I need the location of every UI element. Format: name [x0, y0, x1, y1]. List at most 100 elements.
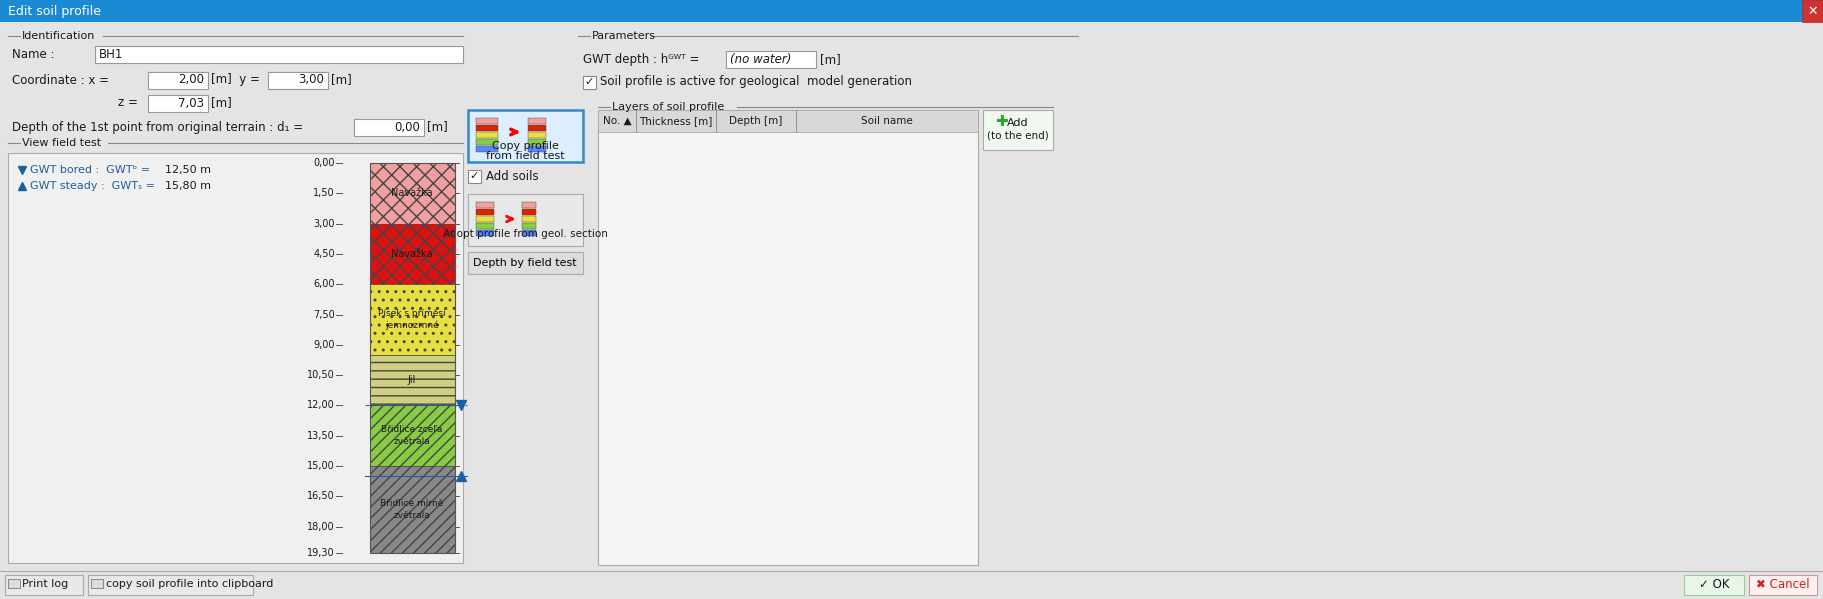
Bar: [583, 76, 596, 89]
Text: Písek s příměsí: Písek s příměsí: [377, 309, 445, 318]
Text: Print log: Print log: [22, 579, 67, 589]
Bar: [1683, 575, 1743, 595]
Bar: [521, 209, 536, 215]
Text: 16,50: 16,50: [306, 491, 335, 501]
Bar: [354, 119, 423, 136]
Bar: [469, 194, 583, 246]
Text: Coordinate : x =: Coordinate : x =: [13, 74, 109, 86]
Text: Břidlice zceľa: Břidlice zceľa: [381, 425, 443, 434]
Text: 0,00: 0,00: [314, 158, 335, 168]
Bar: [476, 223, 494, 229]
Bar: [476, 230, 494, 236]
Text: Thickness [m]: Thickness [m]: [640, 116, 713, 126]
Bar: [95, 46, 463, 63]
Text: No. ▲: No. ▲: [602, 116, 631, 126]
Text: 10,50: 10,50: [306, 370, 335, 380]
Text: ✓ OK: ✓ OK: [1697, 577, 1728, 591]
Bar: [476, 118, 498, 124]
Bar: [476, 216, 494, 222]
Text: [m]: [m]: [330, 74, 352, 86]
Bar: [521, 216, 536, 222]
Text: Soil name: Soil name: [860, 116, 912, 126]
Bar: [370, 223, 454, 285]
Text: 15,00: 15,00: [306, 461, 335, 471]
Bar: [91, 579, 102, 588]
Text: ✚: ✚: [995, 114, 1006, 129]
Text: 7,50: 7,50: [314, 310, 335, 319]
Text: Edit soil profile: Edit soil profile: [7, 5, 100, 17]
Text: Parameters: Parameters: [592, 31, 656, 41]
Text: Depth of the 1st point from original terrain : d₁ =: Depth of the 1st point from original ter…: [13, 120, 303, 134]
Bar: [268, 72, 328, 89]
Text: Name :: Name :: [13, 47, 55, 60]
Text: [m]: [m]: [820, 53, 840, 66]
Bar: [476, 132, 498, 138]
Bar: [983, 110, 1052, 150]
Bar: [476, 209, 494, 215]
Text: 3,00: 3,00: [297, 74, 324, 86]
Bar: [527, 132, 545, 138]
Bar: [527, 125, 545, 131]
Bar: [598, 110, 977, 132]
Bar: [88, 575, 253, 595]
Text: 4,50: 4,50: [314, 249, 335, 259]
Bar: [521, 202, 536, 208]
Bar: [469, 170, 481, 183]
Text: from field test: from field test: [485, 151, 563, 161]
Text: GWT bored :  GWTᵇ =: GWT bored : GWTᵇ =: [29, 165, 149, 175]
Text: [m]: [m]: [427, 120, 447, 134]
Bar: [370, 285, 454, 355]
Bar: [7, 579, 20, 588]
Bar: [148, 72, 208, 89]
Text: Soil profile is active for geological  model generation: Soil profile is active for geological mo…: [600, 75, 912, 89]
Text: 12,50 m: 12,50 m: [164, 165, 211, 175]
Text: (to the end): (to the end): [986, 131, 1048, 141]
Text: Add soils: Add soils: [485, 170, 538, 183]
Bar: [370, 163, 454, 553]
Bar: [0, 0, 1823, 22]
Bar: [1748, 575, 1816, 595]
Text: Depth by field test: Depth by field test: [472, 258, 576, 268]
Bar: [370, 406, 454, 466]
Text: Layers of soil profile: Layers of soil profile: [613, 102, 724, 112]
Bar: [370, 163, 454, 223]
Text: Copy profile: Copy profile: [490, 141, 558, 151]
Bar: [476, 146, 498, 152]
Text: 19,30: 19,30: [308, 548, 335, 558]
Text: Add: Add: [1006, 118, 1028, 128]
Bar: [476, 125, 498, 131]
Bar: [521, 230, 536, 236]
Bar: [7, 153, 463, 563]
Text: copy soil profile into clipboard: copy soil profile into clipboard: [106, 579, 273, 589]
Text: Navažka: Navažka: [390, 249, 432, 259]
Bar: [726, 51, 815, 68]
Bar: [148, 95, 208, 112]
Bar: [527, 118, 545, 124]
Bar: [370, 466, 454, 553]
Text: 0,00: 0,00: [394, 120, 419, 134]
Text: ✕: ✕: [1807, 5, 1818, 17]
Bar: [469, 252, 583, 274]
Bar: [0, 571, 1823, 599]
Text: View field test: View field test: [22, 138, 100, 148]
Text: 6,00: 6,00: [314, 279, 335, 289]
Bar: [5, 575, 84, 595]
Bar: [527, 139, 545, 145]
Text: jemnozrnné: jemnozrnné: [385, 321, 439, 331]
Text: 9,00: 9,00: [314, 340, 335, 350]
Text: Adopt profile from geol. section: Adopt profile from geol. section: [443, 229, 607, 239]
Text: 15,80 m: 15,80 m: [164, 181, 211, 191]
Text: GWT steady :  GWTₛ =: GWT steady : GWTₛ =: [29, 181, 155, 191]
Text: 18,00: 18,00: [308, 522, 335, 532]
Text: [m]  y =: [m] y =: [211, 74, 259, 86]
Text: 2,00: 2,00: [179, 74, 204, 86]
Text: (no water): (no water): [729, 53, 791, 65]
Bar: [521, 223, 536, 229]
Text: [m]: [m]: [211, 96, 232, 110]
Text: Jil: Jil: [408, 375, 416, 385]
Text: Identification: Identification: [22, 31, 95, 41]
Text: 1,50: 1,50: [314, 188, 335, 198]
Text: 7,03: 7,03: [179, 96, 204, 110]
Bar: [469, 110, 583, 162]
Text: ✖ Cancel: ✖ Cancel: [1756, 577, 1808, 591]
